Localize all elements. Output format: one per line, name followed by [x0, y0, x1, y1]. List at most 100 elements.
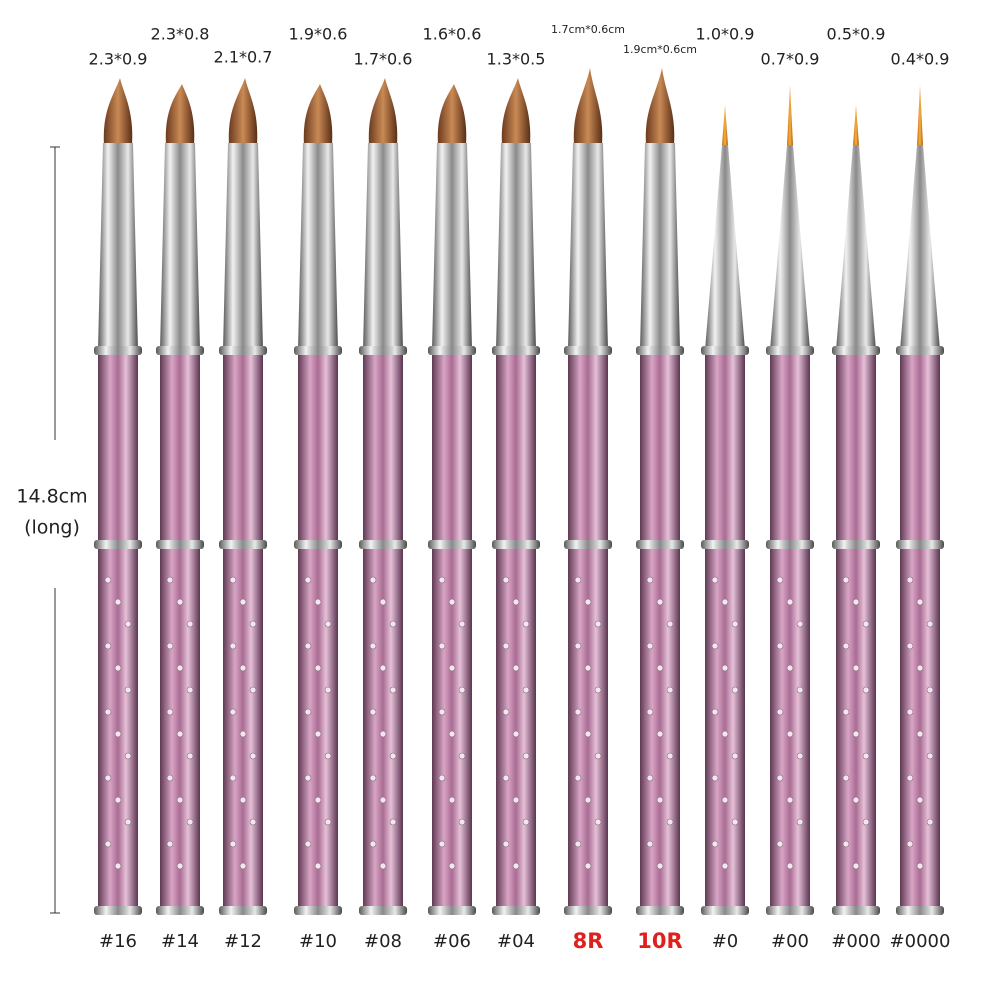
- brush-ring: [428, 906, 476, 915]
- rhinestone: [842, 840, 850, 848]
- rhinestone: [229, 840, 237, 848]
- rhinestone: [314, 862, 322, 870]
- brush-handle: [160, 350, 200, 912]
- measure: [50, 146, 60, 914]
- rhinestone: [656, 598, 664, 606]
- brush-ring: [766, 540, 814, 549]
- rhinestone: [574, 642, 582, 650]
- rhinestone: [304, 642, 312, 650]
- rhinestone: [512, 796, 520, 804]
- rhinestone: [124, 752, 132, 760]
- brush-name: #08: [364, 931, 402, 952]
- rhinestone: [249, 620, 257, 628]
- brush-handle: [98, 350, 138, 912]
- brush-handle: [432, 350, 472, 912]
- brush-size: 2.3*0.9: [89, 50, 148, 69]
- brush-ring: [359, 540, 407, 549]
- rhinestone: [389, 620, 397, 628]
- brush-ferrule: [298, 143, 338, 350]
- rhinestone: [104, 576, 112, 584]
- rhinestone: [776, 642, 784, 650]
- brush-name: #000: [831, 931, 880, 952]
- rhinestone: [574, 840, 582, 848]
- rhinestone: [786, 796, 794, 804]
- brush-hair: [165, 84, 195, 145]
- brush-name: 8R: [573, 929, 604, 953]
- rhinestone: [842, 576, 850, 584]
- brush-ring: [896, 540, 944, 549]
- rhinestone: [594, 752, 602, 760]
- rhinestone: [584, 598, 592, 606]
- brush-ring: [896, 346, 944, 355]
- rhinestone: [666, 620, 674, 628]
- brush-handle: [900, 350, 940, 912]
- brush-ring: [701, 346, 749, 355]
- rhinestone: [522, 752, 530, 760]
- rhinestone: [731, 620, 739, 628]
- brush-ring: [636, 906, 684, 915]
- brush-handle: [836, 350, 876, 912]
- brush-ferrule: [568, 143, 608, 350]
- rhinestone: [186, 818, 194, 826]
- rhinestone: [786, 598, 794, 606]
- brush-size: 0.5*0.9: [827, 25, 886, 44]
- rhinestone: [731, 752, 739, 760]
- rhinestone: [324, 686, 332, 694]
- rhinestone: [239, 796, 247, 804]
- rhinestone: [239, 664, 247, 672]
- brush-size: 0.7*0.9: [761, 50, 820, 69]
- brush-ring: [219, 540, 267, 549]
- rhinestone: [926, 686, 934, 694]
- rhinestone: [852, 598, 860, 606]
- brush-hair: [573, 68, 603, 145]
- rhinestone: [721, 598, 729, 606]
- brush-name: #16: [99, 931, 137, 952]
- rhinestone: [114, 796, 122, 804]
- brush-name: #14: [161, 931, 199, 952]
- brush-ring: [492, 906, 540, 915]
- brush-ring: [428, 346, 476, 355]
- rhinestone: [731, 686, 739, 694]
- rhinestone: [594, 818, 602, 826]
- rhinestone: [721, 862, 729, 870]
- rhinestone: [186, 686, 194, 694]
- rhinestone: [646, 708, 654, 716]
- rhinestone: [304, 774, 312, 782]
- rhinestone: [438, 576, 446, 584]
- rhinestone: [369, 576, 377, 584]
- rhinestone: [721, 730, 729, 738]
- brush-ring: [564, 540, 612, 549]
- rhinestone: [389, 818, 397, 826]
- rhinestone: [584, 862, 592, 870]
- brush-ferrule: [496, 143, 536, 350]
- rhinestone: [711, 774, 719, 782]
- rhinestone: [711, 840, 719, 848]
- brush-ferrule: [836, 145, 876, 350]
- rhinestone: [522, 818, 530, 826]
- brush-ring: [636, 346, 684, 355]
- rhinestone: [104, 774, 112, 782]
- rhinestone: [852, 862, 860, 870]
- rhinestone: [666, 818, 674, 826]
- rhinestone: [916, 796, 924, 804]
- rhinestone: [304, 576, 312, 584]
- rhinestone: [304, 708, 312, 716]
- rhinestone: [369, 708, 377, 716]
- brush-ring: [832, 906, 880, 915]
- rhinestone: [512, 664, 520, 672]
- brush-ring: [896, 906, 944, 915]
- rhinestone: [502, 774, 510, 782]
- brush-name: 10R: [637, 929, 682, 953]
- brush-ring: [701, 906, 749, 915]
- brush-ring: [156, 906, 204, 915]
- brush-hair: [722, 105, 728, 145]
- brush-ring: [359, 906, 407, 915]
- rhinestone: [711, 642, 719, 650]
- rhinestone: [656, 862, 664, 870]
- brush-ferrule: [363, 143, 403, 350]
- rhinestone: [721, 796, 729, 804]
- rhinestone: [239, 730, 247, 738]
- rhinestone: [186, 620, 194, 628]
- brush-size: 1.3*0.5: [487, 50, 546, 69]
